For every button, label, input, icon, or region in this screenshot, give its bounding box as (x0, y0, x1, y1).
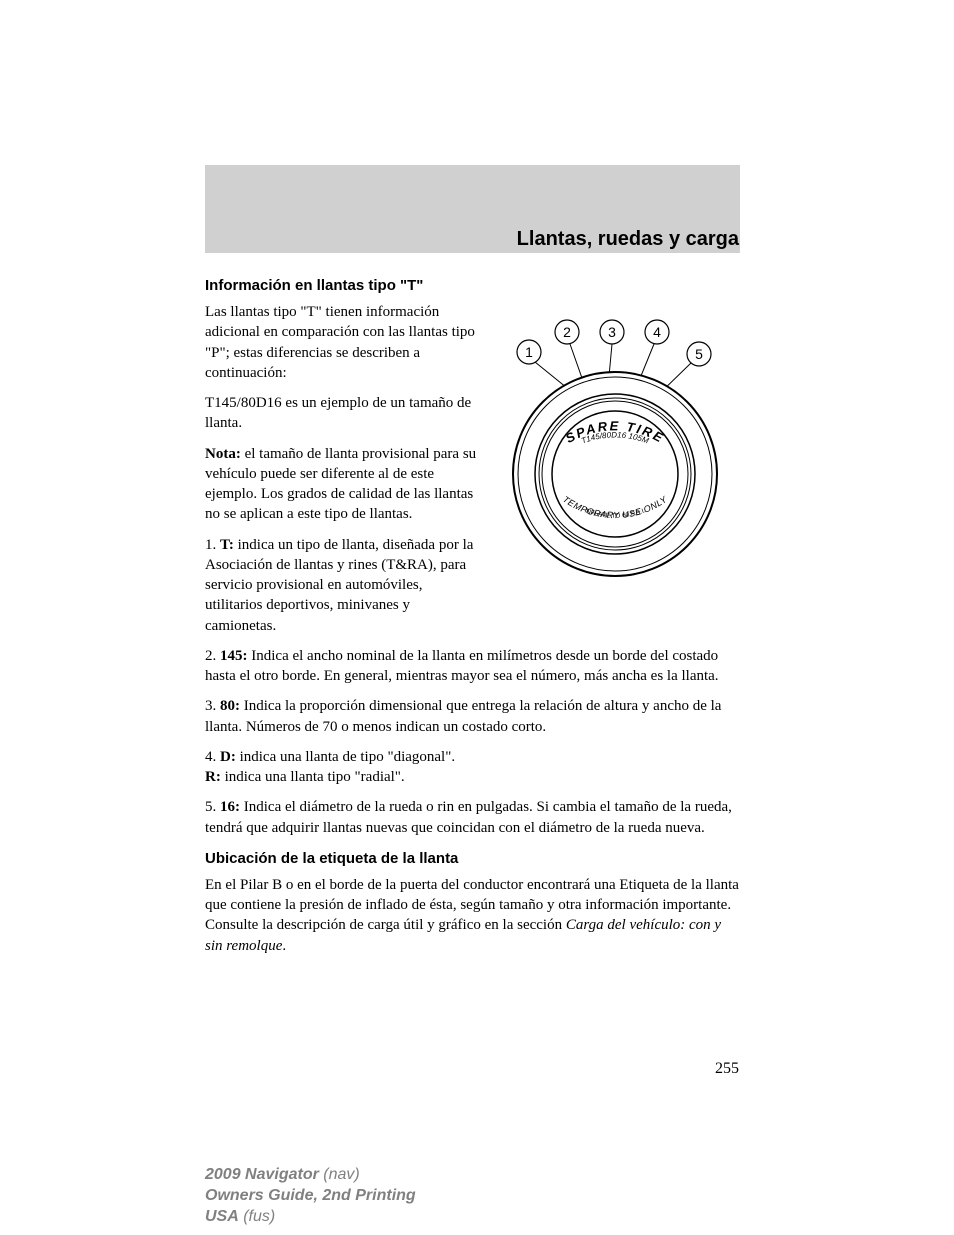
section2-para: En el Pilar B o en el borde de la puerta… (205, 875, 740, 956)
two-column-layout: Las llantas tipo "T" tienen información … (205, 302, 740, 646)
diagram-column: 1 2 3 4 5 (490, 302, 740, 646)
section2-heading: Ubicación de la etiqueta de la llanta (205, 850, 740, 867)
callout-1: 1 (525, 344, 533, 360)
page-number: 255 (715, 1060, 739, 1078)
item3-text: Indica la proporción dimensional que ent… (205, 698, 721, 734)
item3-num: 3. (205, 698, 220, 714)
callout-4: 4 (653, 324, 661, 340)
footer-line2: Owners Guide, 2nd Printing (205, 1186, 416, 1207)
footer: 2009 Navigator (nav) Owners Guide, 2nd P… (205, 1165, 416, 1227)
callout-2: 2 (563, 324, 571, 340)
para-item2: 2. 145: Indica el ancho nominal de la ll… (205, 646, 740, 687)
page-title: Llantas, ruedas y carga (517, 228, 739, 251)
para-item4b: R: indica una llanta tipo "radial". (205, 767, 740, 787)
para-item3: 3. 80: Indica la proporción dimensional … (205, 696, 740, 737)
content-area: Información en llantas tipo "T" Las llan… (205, 265, 740, 966)
item2-num: 2. (205, 648, 220, 664)
para-item1: 1. T: indica un tipo de llanta, diseñada… (205, 535, 478, 636)
item1-text: indica un tipo de llanta, diseñada por l… (205, 537, 473, 634)
item5-bold: 16: (220, 799, 240, 815)
s2-text-b: . (282, 938, 286, 954)
item4-num: 4. (205, 749, 220, 765)
callout-5: 5 (695, 346, 703, 362)
item4-bold: D: (220, 749, 236, 765)
item4b-bold: R: (205, 769, 221, 785)
footer-line1: 2009 Navigator (nav) (205, 1165, 416, 1186)
item2-bold: 145: (220, 648, 248, 664)
section1-heading: Información en llantas tipo "T" (205, 277, 740, 294)
para-item5: 5. 16: Indica el diámetro de la rueda o … (205, 797, 740, 838)
item5-text: Indica el diámetro de la rueda o rin en … (205, 799, 732, 835)
footer-nav: (nav) (319, 1166, 360, 1183)
para-item4: 4. D: indica una llanta de tipo "diagona… (205, 747, 740, 767)
footer-model: 2009 Navigator (205, 1166, 319, 1183)
item2-text: Indica el ancho nominal de la llanta en … (205, 648, 719, 684)
para-nota: Nota: el tamaño de llanta provisional pa… (205, 444, 478, 525)
para-example: T145/80D16 es un ejemplo de un tamaño de… (205, 393, 478, 434)
item5-num: 5. (205, 799, 220, 815)
footer-fus: (fus) (239, 1208, 275, 1225)
text-column: Las llantas tipo "T" tienen información … (205, 302, 478, 646)
item3-bold: 80: (220, 698, 240, 714)
nota-text: el tamaño de llanta provisional para su … (205, 446, 476, 523)
item1-num: 1. (205, 537, 220, 553)
item1-bold: T: (220, 537, 234, 553)
item4-text: indica una llanta de tipo "diagonal". (236, 749, 455, 765)
callout-3: 3 (608, 324, 616, 340)
footer-line3: USA (fus) (205, 1207, 416, 1228)
item4b-text: indica una llanta tipo "radial". (221, 769, 405, 785)
para-intro: Las llantas tipo "T" tienen información … (205, 302, 478, 383)
footer-usa: USA (205, 1208, 239, 1225)
tire-diagram: 1 2 3 4 5 (490, 302, 740, 592)
nota-label: Nota: (205, 446, 241, 462)
